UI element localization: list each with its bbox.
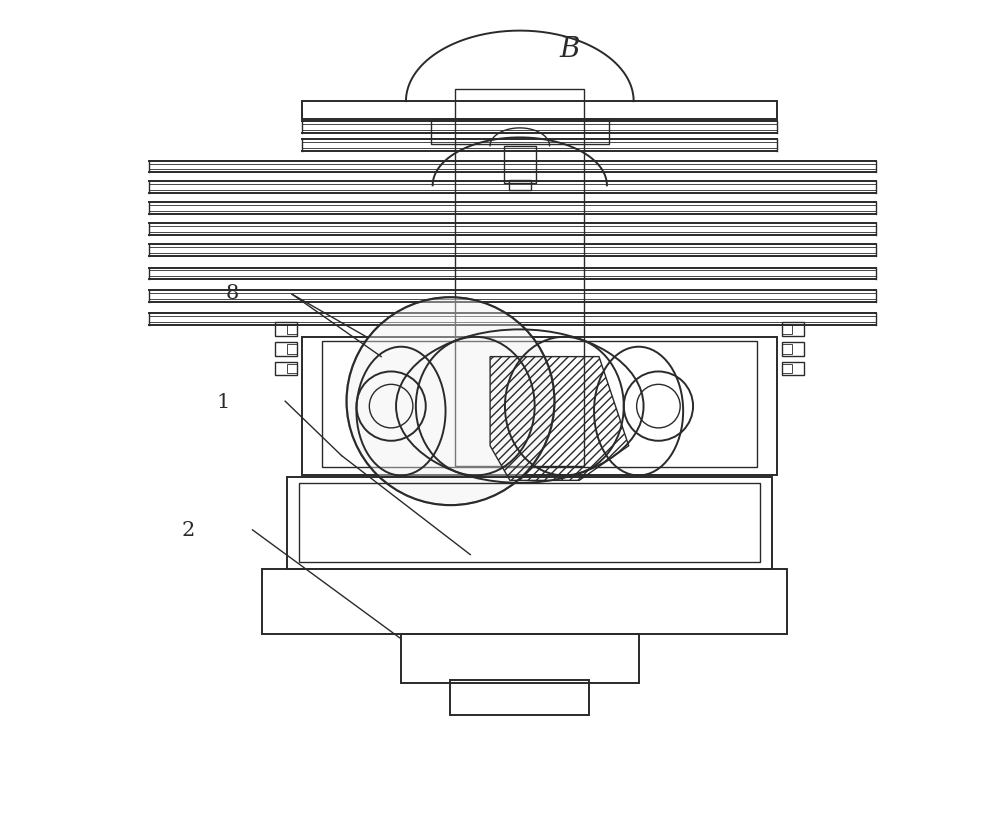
Text: 1: 1 [216,392,229,411]
Bar [509,181,531,191]
Bar [287,364,297,374]
Bar [287,478,772,570]
Bar [504,146,536,184]
Bar [299,484,760,562]
Bar [275,323,297,336]
Text: 2: 2 [182,521,195,540]
Circle shape [347,298,554,506]
Bar [275,362,297,376]
Bar [455,90,584,466]
Bar [322,341,757,468]
Bar [302,338,777,476]
Bar [782,362,804,376]
Bar [782,323,804,336]
Bar [782,344,792,354]
Bar [275,343,297,356]
Bar [262,570,787,634]
Text: 8: 8 [226,283,239,303]
Text: B: B [559,36,579,63]
Bar [782,324,792,334]
Bar [782,343,804,356]
Bar [450,681,589,715]
Bar [431,120,609,145]
Bar [782,364,792,374]
Bar [287,324,297,334]
Bar [287,344,297,354]
Bar [302,102,777,120]
Bar [401,634,639,684]
